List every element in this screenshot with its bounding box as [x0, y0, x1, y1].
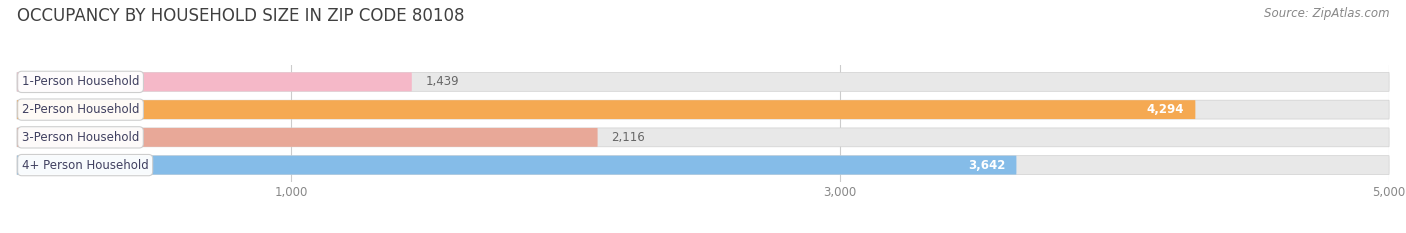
Text: 1-Person Household: 1-Person Household [22, 75, 139, 88]
Text: 1,439: 1,439 [426, 75, 460, 88]
Text: 3-Person Household: 3-Person Household [22, 131, 139, 144]
FancyBboxPatch shape [17, 128, 1389, 147]
FancyBboxPatch shape [17, 72, 1389, 91]
Text: Source: ZipAtlas.com: Source: ZipAtlas.com [1264, 7, 1389, 20]
FancyBboxPatch shape [17, 100, 1195, 119]
Text: 4+ Person Household: 4+ Person Household [22, 159, 149, 171]
FancyBboxPatch shape [17, 128, 598, 147]
FancyBboxPatch shape [17, 100, 1389, 119]
Text: OCCUPANCY BY HOUSEHOLD SIZE IN ZIP CODE 80108: OCCUPANCY BY HOUSEHOLD SIZE IN ZIP CODE … [17, 7, 464, 25]
Text: 2-Person Household: 2-Person Household [22, 103, 139, 116]
FancyBboxPatch shape [17, 156, 1389, 175]
FancyBboxPatch shape [17, 156, 1017, 175]
Text: 3,642: 3,642 [969, 159, 1005, 171]
Text: 4,294: 4,294 [1147, 103, 1184, 116]
FancyBboxPatch shape [17, 72, 412, 91]
Text: 2,116: 2,116 [612, 131, 645, 144]
